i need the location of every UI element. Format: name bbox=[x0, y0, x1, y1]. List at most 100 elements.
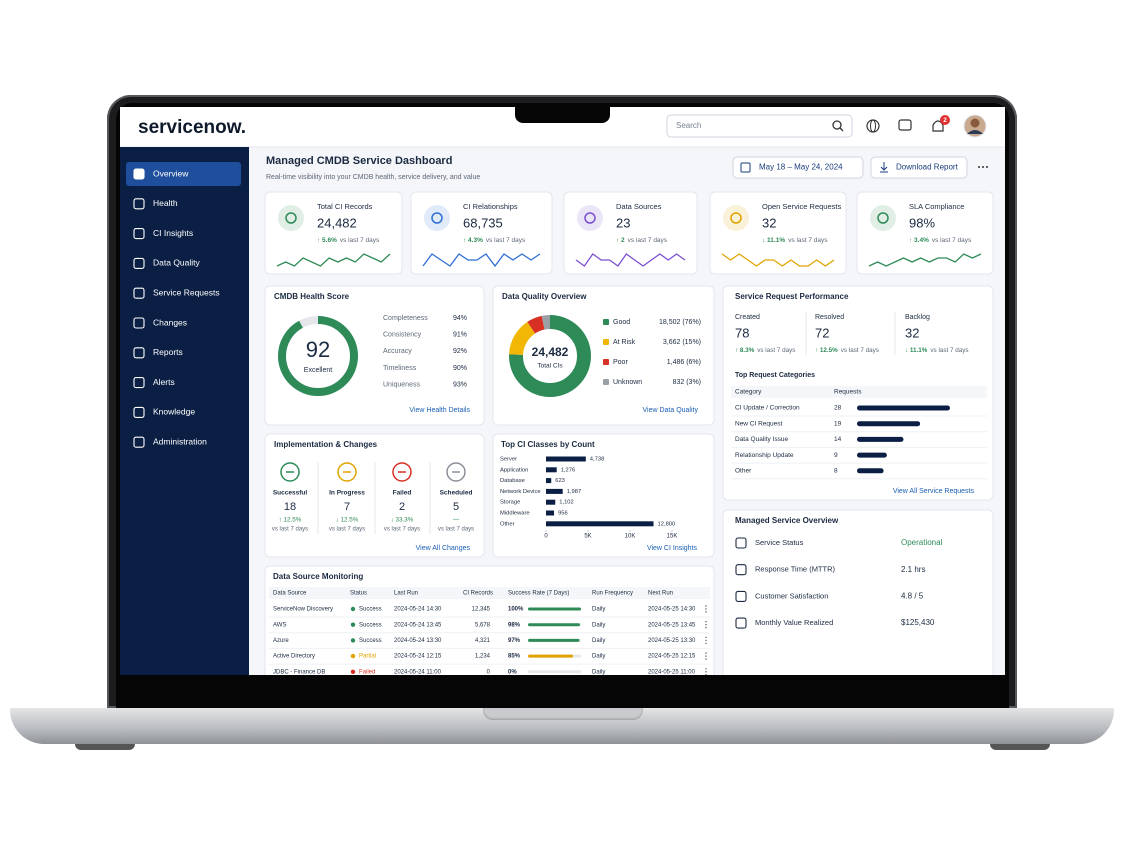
kpi-icon bbox=[577, 205, 603, 231]
row-icon bbox=[735, 564, 747, 576]
period: vs last 7 days bbox=[932, 237, 972, 244]
change-value: 5 bbox=[453, 501, 459, 513]
status-dot bbox=[350, 622, 356, 627]
overview-label: Monthly Value Realized bbox=[755, 618, 833, 627]
nav-item[interactable]: Reports bbox=[153, 347, 183, 357]
donut-segment bbox=[509, 315, 591, 397]
change-delta: ↑ 12.5% bbox=[279, 517, 302, 524]
kpi-icon bbox=[424, 205, 450, 231]
row-menu bbox=[705, 658, 707, 660]
row-menu bbox=[705, 605, 707, 607]
kpi-value: 23 bbox=[616, 215, 630, 230]
stat-change: ↑ 8.3% vs last 7 days bbox=[735, 347, 795, 354]
bar-value: 4,738 bbox=[590, 457, 605, 463]
category-name: Data Quality Issue bbox=[735, 436, 788, 443]
bar bbox=[546, 510, 555, 516]
bar-value: 1,276 bbox=[561, 467, 576, 473]
kpi-change: ↑ 5.6% vs last 7 days bbox=[317, 237, 380, 244]
link[interactable]: View CI Insights bbox=[647, 545, 698, 552]
link[interactable]: View Health Details bbox=[409, 407, 470, 414]
nav-item[interactable]: Overview bbox=[153, 168, 189, 178]
nav-item[interactable]: Service Requests bbox=[153, 287, 220, 297]
cell: 97% bbox=[508, 638, 521, 644]
nav-item[interactable]: CI Insights bbox=[153, 228, 193, 238]
row-menu bbox=[705, 652, 707, 654]
cell: Daily bbox=[592, 669, 605, 675]
kpi-label: Data Sources bbox=[616, 202, 662, 211]
cell: 2024-05-24 12:15 bbox=[394, 654, 442, 660]
more-dot bbox=[978, 166, 980, 168]
x-tick-label: 15K bbox=[667, 534, 678, 540]
metric-value: 93% bbox=[453, 382, 467, 389]
period: vs last 7 days bbox=[930, 347, 968, 354]
card bbox=[709, 191, 847, 275]
search-icon bbox=[832, 120, 842, 130]
card bbox=[856, 191, 994, 275]
bar bbox=[546, 488, 563, 494]
nav-item[interactable]: Data Quality bbox=[153, 258, 201, 268]
change-value: 2 bbox=[399, 501, 405, 513]
change-period: vs last 7 days bbox=[384, 527, 420, 533]
nav-item[interactable]: Knowledge bbox=[153, 407, 195, 417]
search-placeholder: Search bbox=[676, 121, 701, 130]
kpi-icon bbox=[730, 212, 742, 224]
nav-item[interactable]: Administration bbox=[153, 436, 207, 446]
chat-icon[interactable] bbox=[898, 119, 912, 131]
cell: ServiceNow Discovery bbox=[273, 607, 333, 613]
kpi-change: ↑ 3.4% vs last 7 days bbox=[909, 237, 972, 244]
search-box[interactable] bbox=[666, 114, 853, 138]
bar-value: 1,102 bbox=[559, 500, 574, 506]
more-dot bbox=[982, 166, 984, 168]
cell: Success bbox=[359, 622, 382, 628]
change-delta: — bbox=[453, 517, 460, 524]
nav-item[interactable]: Changes bbox=[153, 317, 187, 327]
download-label: Download Report bbox=[896, 163, 959, 172]
category-value: 28 bbox=[834, 405, 842, 412]
metric-value: 90% bbox=[453, 365, 467, 372]
change-value: 18 bbox=[284, 501, 296, 513]
cell: Failed bbox=[359, 669, 375, 675]
bar-category: Database bbox=[500, 478, 525, 484]
download-button[interactable] bbox=[870, 156, 968, 179]
legend-swatch bbox=[603, 339, 609, 345]
category-name: Other bbox=[735, 468, 752, 475]
change-label: Scheduled bbox=[440, 490, 473, 497]
bar-category: Other bbox=[500, 521, 515, 527]
change-period: vs last 7 days bbox=[272, 527, 308, 533]
cell: 2024-05-25 13:30 bbox=[648, 638, 696, 644]
cell: Success bbox=[359, 607, 382, 613]
link[interactable]: View All Service Requests bbox=[893, 488, 975, 495]
nav-icon bbox=[133, 317, 145, 329]
link[interactable]: View All Changes bbox=[416, 545, 471, 552]
change: ↑ 5.6% bbox=[317, 237, 337, 244]
cell: 2024-05-25 14:30 bbox=[648, 607, 696, 613]
cell: Azure bbox=[273, 638, 289, 644]
overview-label: Customer Satisfaction bbox=[755, 591, 828, 600]
sparkline bbox=[422, 253, 541, 268]
sparkline bbox=[276, 253, 391, 267]
legend-swatch bbox=[603, 319, 609, 325]
nav-item[interactable]: Health bbox=[153, 198, 178, 208]
period: vs last 7 days bbox=[340, 237, 380, 244]
link[interactable]: View Data Quality bbox=[642, 407, 698, 414]
nav-item[interactable]: Alerts bbox=[153, 377, 175, 387]
metric-name: Consistency bbox=[383, 332, 422, 339]
bar bbox=[857, 452, 887, 458]
cell: JDBC - Finance DB bbox=[273, 669, 325, 675]
row-menu bbox=[705, 608, 707, 610]
bell-icon[interactable] bbox=[932, 120, 944, 132]
kpi-icon bbox=[870, 205, 896, 231]
table-header bbox=[269, 587, 710, 599]
date-picker[interactable] bbox=[732, 156, 864, 179]
kpi-icon bbox=[431, 212, 443, 224]
change-delta: ↓ 33.3% bbox=[391, 517, 414, 524]
cell: 1,234 bbox=[475, 654, 491, 660]
category-name: CI Update / Correction bbox=[735, 405, 800, 412]
x-tick-label: 10K bbox=[625, 534, 636, 540]
globe-icon bbox=[870, 119, 876, 133]
change: ↑ 3.4% bbox=[909, 237, 929, 244]
cell: 100% bbox=[508, 607, 524, 613]
cell: 4,321 bbox=[475, 638, 491, 644]
change-label: Failed bbox=[393, 490, 412, 497]
cell: Partial bbox=[359, 654, 376, 660]
